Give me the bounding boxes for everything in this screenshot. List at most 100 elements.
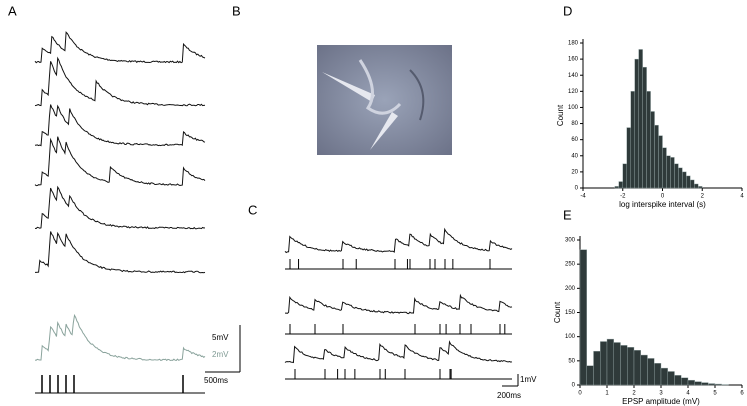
panel-label: B <box>232 3 241 18</box>
bar <box>647 358 655 386</box>
bar <box>613 342 621 386</box>
x-tick-label: 2 <box>632 391 636 397</box>
bar <box>606 338 614 386</box>
y-tick-label: 60 <box>571 137 578 143</box>
bar <box>638 49 643 189</box>
voltage-trace <box>284 340 513 364</box>
bar <box>674 163 679 189</box>
bar <box>627 347 635 386</box>
bar <box>674 375 682 386</box>
y-tick-label: 200 <box>565 286 576 292</box>
panel-label: D <box>563 3 572 18</box>
bar <box>678 167 683 189</box>
bar <box>620 345 628 386</box>
y-tick-label: 40 <box>571 153 578 159</box>
x-tick-label: -2 <box>620 194 626 200</box>
x-tick-label: 4 <box>740 194 744 200</box>
voltage-trace <box>34 104 206 147</box>
x-tick-label: -4 <box>580 194 586 200</box>
bar <box>622 163 627 189</box>
bar <box>579 249 587 386</box>
bar <box>654 124 659 189</box>
bar <box>642 66 647 189</box>
bar <box>660 367 668 386</box>
y-tick-label: 0 <box>572 383 576 389</box>
bar <box>650 111 655 189</box>
x-tick-label: 0 <box>661 194 665 200</box>
voltage-trace <box>34 31 206 64</box>
y-tick-label: 160 <box>568 57 579 63</box>
bar <box>586 365 594 386</box>
y-tick-label: 0 <box>575 186 579 192</box>
panel-label: E <box>563 207 572 222</box>
bar <box>658 135 663 189</box>
bar <box>687 379 695 386</box>
x-tick-label: 1 <box>605 391 609 397</box>
y-tick-label: 150 <box>565 310 576 316</box>
bar <box>618 181 623 189</box>
bar <box>630 91 635 189</box>
y-tick-label: 250 <box>565 262 576 268</box>
bar <box>708 383 716 386</box>
panel-label: A <box>8 3 17 18</box>
bar <box>686 175 691 189</box>
bar <box>690 179 695 189</box>
voltage-trace <box>284 227 513 254</box>
scale-label: 5mV <box>212 333 229 342</box>
voltage-trace <box>34 313 206 362</box>
bar <box>698 186 703 189</box>
bar <box>694 381 702 386</box>
bar <box>681 377 689 386</box>
y-tick-label: 120 <box>568 89 579 95</box>
bar <box>714 383 722 386</box>
voltage-trace <box>34 56 206 107</box>
bar <box>666 155 671 189</box>
y-tick-label: 140 <box>568 73 579 79</box>
x-axis-title: log interspike interval (s) <box>619 200 706 209</box>
bar <box>670 157 675 189</box>
bar <box>667 371 675 386</box>
scale-bar <box>502 374 519 387</box>
bar <box>701 382 709 386</box>
y-tick-label: 80 <box>571 121 578 127</box>
bar <box>634 58 639 189</box>
y-tick-label: 100 <box>565 334 576 340</box>
voltage-trace <box>35 231 206 274</box>
x-tick-label: 3 <box>659 391 663 397</box>
scale-label: 500ms <box>204 376 228 385</box>
y-tick-label: 50 <box>568 358 575 364</box>
bar <box>626 127 631 189</box>
bar <box>662 147 667 189</box>
bar <box>600 341 608 386</box>
voltage-trace <box>285 293 513 315</box>
y-tick-label: 180 <box>568 41 579 47</box>
scale-bar <box>205 325 241 373</box>
bar <box>646 91 651 189</box>
y-tick-label: 100 <box>568 105 579 111</box>
bar <box>640 354 648 386</box>
scale-label: 200ms <box>497 391 521 400</box>
bar <box>694 183 699 189</box>
y-tick-label: 20 <box>571 169 578 175</box>
y-tick-label: 300 <box>565 238 576 244</box>
x-tick-label: 4 <box>686 391 690 397</box>
scale-label: 1mV <box>520 375 537 384</box>
bar <box>633 350 641 386</box>
bar <box>682 171 687 189</box>
voltage-trace <box>34 136 206 187</box>
x-tick-label: 6 <box>740 391 744 397</box>
x-axis-title: EPSP amplitude (mV) <box>622 397 700 406</box>
voltage-trace <box>34 185 206 230</box>
x-tick-label: 5 <box>713 391 717 397</box>
scale-label: 2mV <box>212 350 229 359</box>
bar <box>593 350 601 386</box>
bar <box>614 186 619 189</box>
y-axis-title: Count <box>556 104 565 126</box>
bar <box>654 363 662 386</box>
panel-label: C <box>248 202 257 217</box>
micrograph <box>317 45 452 155</box>
y-axis-title: Count <box>553 301 562 323</box>
x-tick-label: 2 <box>701 194 705 200</box>
x-tick-label: 0 <box>578 391 582 397</box>
